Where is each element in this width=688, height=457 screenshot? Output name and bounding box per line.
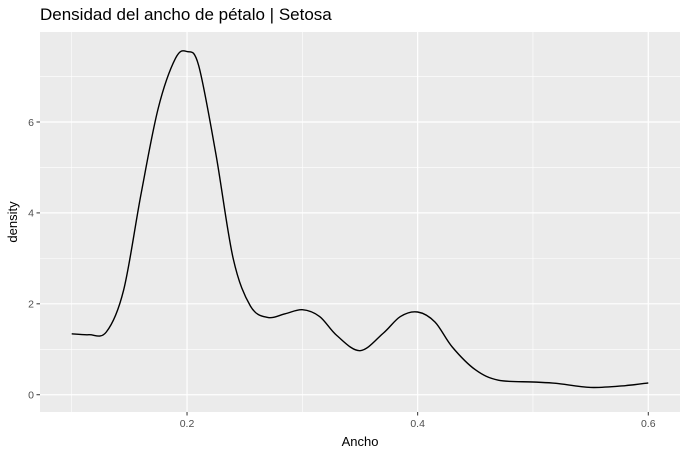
x-axis-title: Ancho: [342, 434, 379, 449]
y-tick-label: 0: [28, 390, 34, 402]
y-axis: 0 2 4 6: [28, 117, 40, 402]
plot-panel: [40, 32, 680, 412]
y-tick-label: 2: [28, 299, 34, 311]
y-tick-label: 4: [28, 208, 34, 220]
y-tick-label: 6: [28, 117, 34, 129]
x-tick-label: 0.6: [641, 418, 656, 430]
chart-title: Densidad del ancho de pétalo | Setosa: [40, 5, 332, 24]
density-curve: [71, 50, 649, 389]
x-tick-label: 0.4: [410, 418, 425, 430]
major-gridlines: [40, 32, 680, 412]
x-tick-label: 0.2: [180, 418, 195, 430]
x-axis: 0.2 0.4 0.6: [180, 412, 656, 430]
y-axis-title: density: [5, 201, 20, 243]
minor-gridlines: [40, 32, 680, 412]
